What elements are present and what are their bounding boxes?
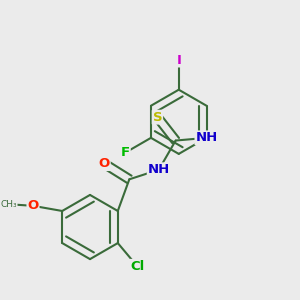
Text: S: S [153,111,162,124]
Text: O: O [27,199,39,212]
Text: NH: NH [195,131,218,144]
Text: O: O [99,157,110,170]
Text: CH₃: CH₃ [0,200,17,209]
Text: I: I [176,54,181,67]
Text: F: F [121,146,130,159]
Text: NH: NH [148,163,170,176]
Text: Cl: Cl [130,260,144,273]
